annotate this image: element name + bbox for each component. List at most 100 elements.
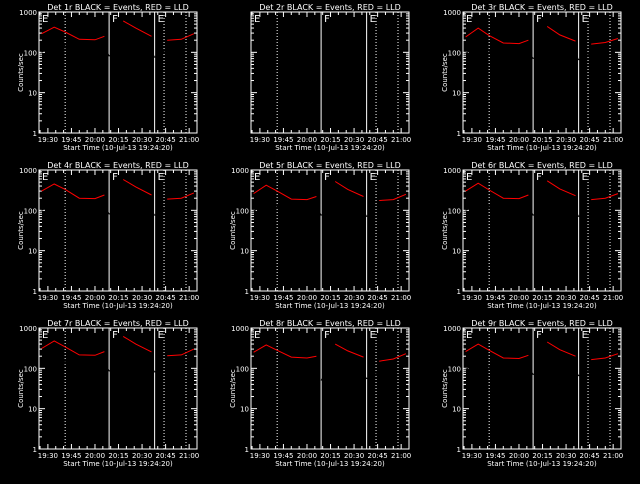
x-axis-label: Start Time (10-Jul-13 19:24:20) (63, 144, 173, 152)
segment-marker-label: F (536, 14, 542, 25)
x-tick-label: 20:15 (108, 452, 128, 460)
series-line-lld (41, 183, 66, 192)
panel-8r: Det 8r BLACK = Events, RED = LLD 1 10 100 10… (229, 319, 411, 468)
y-axis-label: Counts/sec (229, 211, 237, 250)
segment-marker-label: E (158, 172, 164, 183)
series-line-events (276, 205, 322, 216)
series-line-lld (488, 35, 529, 45)
y-tick-label: 1000 (231, 167, 249, 175)
segment-marker-label: E (370, 172, 376, 183)
series-line-lld (591, 38, 619, 45)
segment-marker-label: E (466, 330, 472, 341)
x-tick-label: 19:30 (250, 136, 270, 144)
x-tick-label: 20:45 (368, 294, 388, 302)
x-tick-label: 19:45 (273, 294, 293, 302)
x-tick-label: 20:15 (532, 294, 552, 302)
x-tick-label: 20:15 (320, 294, 340, 302)
series-line-events (154, 358, 195, 373)
y-tick-label: 10 (452, 90, 461, 98)
x-tick-label: 20:30 (132, 136, 152, 144)
x-tick-label: 20:15 (320, 452, 340, 460)
series-line-events (488, 49, 534, 59)
x-axis-label: Start Time (10-Jul-13 19:24:20) (275, 460, 385, 468)
y-tick-label: 1 (245, 446, 249, 454)
y-axis-label: Counts/sec (17, 53, 25, 92)
x-tick-label: 20:45 (156, 136, 176, 144)
series-line-events (154, 42, 195, 58)
series-line-lld (488, 189, 529, 200)
series-line-lld (167, 33, 195, 41)
plot-frame (250, 169, 410, 292)
panel-9r: Det 9r BLACK = Events, RED = LLD 1 10 100 10… (441, 319, 623, 468)
series-line-lld (465, 27, 490, 38)
x-tick-label: 19:45 (273, 136, 293, 144)
segment-marker-label: E (582, 172, 588, 183)
panel-1r: Det 1r BLACK = Events, RED = LLD 1 10 100 10… (17, 3, 199, 152)
y-tick-label: 1 (457, 130, 461, 138)
series-line-events (488, 365, 534, 375)
x-axis-label: Start Time (10-Jul-13 19:24:20) (487, 144, 597, 152)
series-line-events (41, 358, 66, 368)
plot-frame (38, 327, 198, 450)
x-tick-label: 20:30 (344, 452, 364, 460)
x-axis-label: Start Time (10-Jul-13 19:24:20) (63, 302, 173, 310)
y-tick-label: 1000 (443, 9, 461, 17)
x-tick-label: 20:00 (85, 452, 105, 460)
series-line-lld (488, 349, 529, 360)
panel-4r: Det 4r BLACK = Events, RED = LLD 1 10 100 10… (17, 161, 199, 310)
series-line-lld (122, 335, 152, 353)
x-tick-label: 20:30 (344, 136, 364, 144)
y-tick-label: 1000 (19, 9, 37, 17)
panel-3r: Det 3r BLACK = Events, RED = LLD 1 10 100 10… (441, 3, 623, 152)
series-line-lld (546, 341, 576, 357)
x-tick-label: 21:00 (391, 452, 411, 460)
y-tick-label: 100 (236, 207, 249, 215)
series-line-events (532, 45, 580, 61)
series-line-events (465, 46, 490, 54)
series-line-lld (591, 353, 619, 361)
x-tick-label: 19:30 (38, 136, 58, 144)
panel-6r: Det 6r BLACK = Events, RED = LLD 1 10 100 10… (441, 161, 623, 310)
x-tick-label: 20:15 (108, 136, 128, 144)
x-tick-label: 20:00 (297, 452, 317, 460)
series-line-events (41, 43, 66, 53)
series-line-lld (334, 343, 364, 358)
plot-frame (250, 11, 410, 134)
series-line-lld (546, 180, 576, 197)
x-tick-label: 19:30 (250, 294, 270, 302)
y-tick-label: 1000 (443, 167, 461, 175)
series-line-lld (64, 188, 105, 200)
y-tick-label: 1000 (19, 325, 37, 333)
x-tick-label: 21:00 (603, 294, 623, 302)
x-tick-label: 20:45 (156, 452, 176, 460)
panel-title: Det 7r BLACK = Events, RED = LLD (47, 319, 189, 328)
x-tick-label: 19:45 (273, 452, 293, 460)
series-line-lld (465, 182, 490, 192)
x-tick-label: 20:45 (580, 294, 600, 302)
segment-marker-label: E (466, 14, 472, 25)
x-tick-label: 19:30 (462, 452, 482, 460)
series-line-lld (122, 179, 152, 196)
series-line-events (578, 203, 619, 218)
panel-title: Det 9r BLACK = Events, RED = LLD (471, 319, 613, 328)
x-tick-label: 20:45 (368, 136, 388, 144)
y-tick-label: 1000 (19, 167, 37, 175)
x-axis-label: Start Time (10-Jul-13 19:24:20) (275, 144, 385, 152)
x-tick-label: 20:00 (85, 136, 105, 144)
y-tick-label: 100 (236, 365, 249, 373)
segment-marker-label: F (324, 172, 330, 183)
y-tick-label: 1 (457, 446, 461, 454)
x-tick-label: 20:45 (368, 452, 388, 460)
y-axis-label: Counts/sec (441, 211, 449, 250)
x-tick-label: 19:45 (485, 452, 505, 460)
series-line-lld (64, 31, 105, 41)
panel-title: Det 3r BLACK = Events, RED = LLD (471, 3, 613, 12)
x-tick-label: 20:30 (132, 452, 152, 460)
x-tick-label: 20:30 (132, 294, 152, 302)
x-tick-label: 21:00 (391, 136, 411, 144)
series-line-lld (253, 344, 278, 353)
x-tick-label: 21:00 (179, 452, 199, 460)
segment-marker-label: E (254, 172, 260, 183)
